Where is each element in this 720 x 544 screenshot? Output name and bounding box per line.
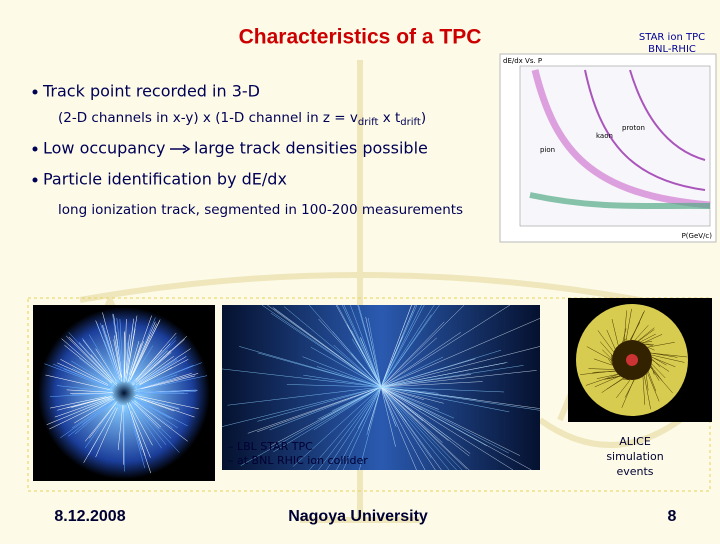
plot-x-label: P(GeV/c) <box>682 232 713 240</box>
bullet: Low occupancy <box>43 139 165 158</box>
caption: events <box>616 465 653 478</box>
text-part: ) <box>421 110 426 126</box>
caption: ALICE <box>619 435 651 448</box>
text-part: x t <box>378 110 400 126</box>
subscript: drift <box>400 117 421 128</box>
subscript: drift <box>358 117 379 128</box>
alice-vertex <box>626 354 638 366</box>
bullet: Track point recorded in 3-D <box>42 82 260 101</box>
caption: – LBL STAR TPC <box>228 440 313 453</box>
plot-label: kaon <box>596 132 613 140</box>
source-note: BNL-RHIC <box>648 44 696 55</box>
footer-venue: Nagoya University <box>288 508 428 525</box>
bullet-dot <box>33 147 38 152</box>
plot-label: proton <box>622 124 645 132</box>
caption: simulation <box>606 450 663 463</box>
slide-title: Characteristics of a TPC <box>239 26 482 49</box>
page-number: 8 <box>668 508 677 525</box>
source-note: STAR ion TPC <box>639 32 705 43</box>
plot-label: pion <box>540 146 555 154</box>
star-end-view-tracks <box>38 307 210 479</box>
bullet-dot <box>33 90 38 95</box>
footer-date: 8.12.2008 <box>54 508 125 525</box>
bullet-detail: long ionization track, segmented in 100-… <box>58 202 463 218</box>
bullet-continuation: large track densities possible <box>194 139 428 158</box>
plot-title: dE/dx Vs. P <box>503 57 542 65</box>
caption: – at BNL RHIC ion collider <box>228 454 368 467</box>
bullet: Particle identification by dE/dx <box>43 170 287 189</box>
bullet-dot <box>33 178 38 183</box>
text-part: (2-D channels in x-y) x (1-D channel in … <box>58 110 358 126</box>
dedx-plot: dE/dx Vs. P pion kaon proton P(GeV/c) <box>500 54 716 242</box>
